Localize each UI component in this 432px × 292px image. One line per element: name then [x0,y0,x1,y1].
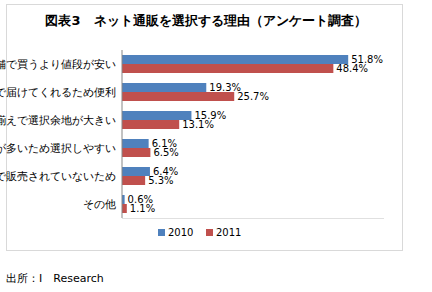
bar [122,139,149,148]
chart-title: 図表3 ネット通販を選択する理由（アンケート調査） [45,13,366,28]
chart-root: 図表3 ネット通販を選択する理由（アンケート調査）実店舗で買うより値段が安い51… [0,0,432,292]
data-label: 1.1% [130,203,155,214]
data-label: 48.4% [336,63,368,74]
data-label: 25.7% [237,91,269,102]
legend-label: 2010 [168,227,193,238]
bar [122,55,348,64]
chart-frame [7,5,403,251]
data-label: 6.5% [153,147,178,158]
data-label: 5.3% [148,175,173,186]
category-axis [122,50,123,218]
bar [122,167,150,176]
labels: 実店舗で買うより値段が安い51.8%48.4%家まで届けてくれるため便利19.3… [0,54,383,214]
bar [122,64,333,73]
legend-label: 2011 [216,227,241,238]
category-label: 家まで届けてくれるため便利 [0,86,116,99]
legend-swatch [206,229,213,236]
bar [122,111,191,120]
bar [122,204,127,213]
legend: 2010 2011 [158,227,241,238]
value-axis [122,218,384,219]
bar [122,176,145,185]
category-label: その他 [83,198,116,211]
data-label: 13.1% [182,119,214,130]
category-label: 紹介情報が多いため選択しやすい [0,142,116,155]
source-note: 出所：I Research [6,272,104,285]
category-label: 実店舗で買うより値段が安い [0,58,116,71]
bars [122,55,348,213]
bar [122,120,179,129]
category-label: 品揃えで選択余地が大きい [0,114,116,127]
bar [122,92,234,101]
bar [122,83,206,92]
category-label: 実店舗で販売されていないため [0,170,116,183]
legend-swatch [158,229,165,236]
bar [122,148,150,157]
